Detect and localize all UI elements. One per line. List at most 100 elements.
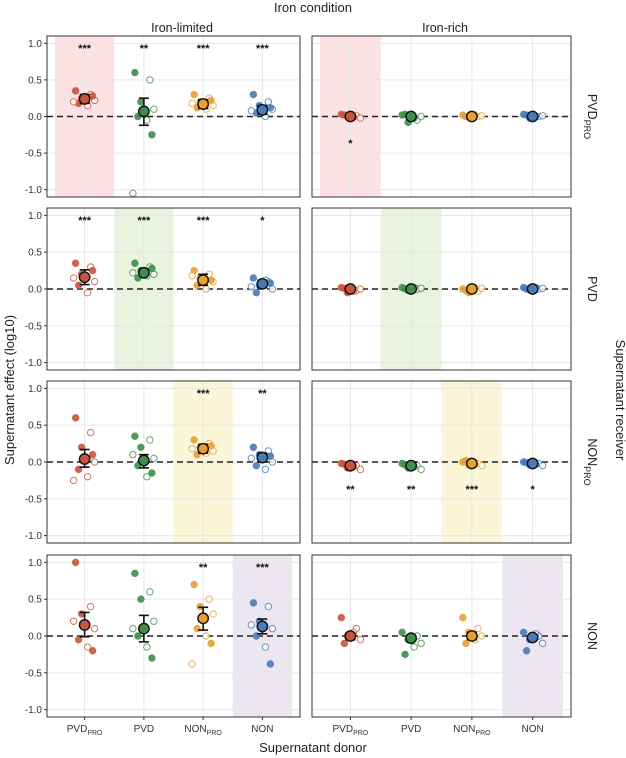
data-point xyxy=(202,632,210,640)
data-point xyxy=(146,76,154,84)
data-point xyxy=(90,624,99,633)
data-point xyxy=(190,90,198,99)
data-point xyxy=(356,114,365,122)
mean-point xyxy=(137,266,150,279)
significance-label: *** xyxy=(78,215,92,227)
data-point xyxy=(207,96,215,105)
data-point xyxy=(88,266,97,275)
y-tick-label: 0.0 xyxy=(28,112,42,123)
data-point xyxy=(190,436,198,444)
panel-border xyxy=(311,207,572,371)
data-point xyxy=(205,595,213,603)
y-tick-label: -1.0 xyxy=(25,531,43,542)
panel-row3-col1: NON PVDPRO PVD NONPRO NON xyxy=(311,554,599,737)
x-tick-label-2: NONPRO xyxy=(453,724,491,737)
data-point xyxy=(83,643,92,651)
mean-point xyxy=(344,283,357,295)
data-point xyxy=(410,643,418,651)
mean-point xyxy=(405,459,418,472)
data-point xyxy=(83,473,92,481)
data-point xyxy=(131,432,139,440)
data-point xyxy=(71,87,80,95)
data-point xyxy=(522,647,531,655)
panel-row1-col0: *** *** *** *-1.0-0.50.00.51.0 xyxy=(25,207,301,371)
mean-point xyxy=(465,630,478,642)
y-tick-label: -1.0 xyxy=(25,185,43,196)
significance-label: *** xyxy=(197,388,211,400)
data-point xyxy=(209,610,217,618)
mean-point xyxy=(78,93,91,105)
data-point xyxy=(356,635,365,644)
panel-border xyxy=(311,35,572,198)
significance-label: * xyxy=(530,484,535,496)
data-point xyxy=(247,621,256,629)
x-tick-label-1: PVD xyxy=(401,724,422,735)
mean-point xyxy=(78,453,91,465)
data-point xyxy=(247,283,256,291)
x-tick-label-2: NONPRO xyxy=(184,724,222,737)
data-point xyxy=(71,259,80,267)
mean-point xyxy=(526,110,539,123)
significance-label: ** xyxy=(346,484,355,496)
y-tick-label: 0.5 xyxy=(28,595,42,606)
data-point xyxy=(356,285,365,293)
data-point xyxy=(146,436,154,444)
panel-row0-col1: * PVDPRO xyxy=(311,35,599,198)
panel-row2-col0: *** **-1.0-0.50.00.51.0 xyxy=(25,380,301,544)
data-point xyxy=(478,284,486,292)
mean-point xyxy=(197,98,210,110)
data-point xyxy=(129,624,137,633)
row-label-2: NONPRO xyxy=(582,438,599,485)
y-tick-label: 0.0 xyxy=(28,285,42,296)
data-point xyxy=(356,465,365,474)
data-point xyxy=(462,639,470,648)
panel-row1-col1: PVD xyxy=(311,207,599,371)
significance-label: *** xyxy=(256,562,270,574)
data-point xyxy=(134,632,142,640)
x-tick-label-0: PVDPRO xyxy=(333,724,369,737)
data-point xyxy=(249,443,258,451)
data-point xyxy=(148,131,156,139)
y-tick-label: -0.5 xyxy=(25,668,43,679)
data-point xyxy=(188,445,196,453)
data-point xyxy=(459,613,467,622)
data-point xyxy=(188,272,196,280)
mean-point xyxy=(405,283,418,295)
data-point xyxy=(538,461,547,470)
data-point xyxy=(71,414,80,422)
right-axis-label: Supernatant receiver xyxy=(613,340,626,461)
data-point xyxy=(261,643,270,651)
data-point xyxy=(417,639,425,648)
data-point xyxy=(150,454,158,463)
data-point xyxy=(264,602,273,611)
data-point xyxy=(538,284,547,292)
mean-point xyxy=(78,619,91,631)
mean-point xyxy=(197,442,210,455)
data-point xyxy=(131,68,139,77)
data-point xyxy=(148,469,156,477)
y-tick-label: 1.0 xyxy=(28,384,42,395)
significance-label: *** xyxy=(78,43,92,55)
data-point xyxy=(249,274,258,282)
row-label-0: PVDPRO xyxy=(582,94,599,139)
x-tick-label-3: NON xyxy=(251,724,273,735)
data-point xyxy=(398,628,406,637)
data-point xyxy=(417,284,425,292)
x-axis-label: Supernatant donor xyxy=(259,740,367,755)
data-point xyxy=(337,613,346,622)
data-point xyxy=(86,602,95,611)
mean-point xyxy=(405,110,418,123)
data-point xyxy=(143,473,151,481)
data-point xyxy=(90,458,99,466)
data-point xyxy=(88,647,97,655)
panel-border xyxy=(311,380,572,544)
column-title-iron-rich: Iron-rich xyxy=(422,21,468,35)
data-point xyxy=(252,461,261,470)
mean-point xyxy=(405,632,418,645)
y-tick-label: 0.5 xyxy=(28,248,42,259)
mean-point xyxy=(256,451,269,464)
data-point xyxy=(249,90,258,99)
data-point xyxy=(148,654,156,662)
